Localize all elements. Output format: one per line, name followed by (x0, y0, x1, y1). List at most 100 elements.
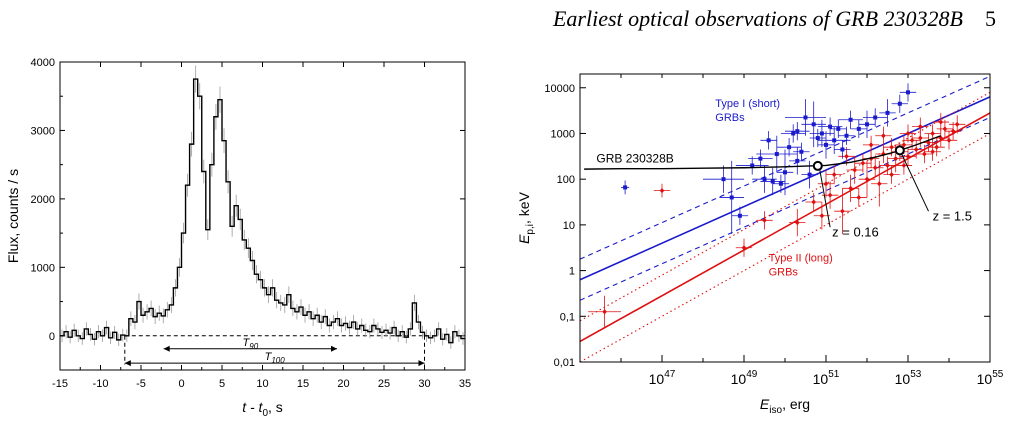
type2-point (950, 128, 956, 134)
type2-point (930, 149, 935, 155)
type1-point (873, 115, 878, 120)
grb-redshift-marker (894, 145, 905, 156)
x-tick-label: 20 (337, 378, 349, 390)
t90-label: T90 (243, 337, 259, 351)
x-tick-base: 10 (813, 371, 829, 387)
type2-point (848, 185, 853, 191)
y-tick-label: 3000 (31, 125, 55, 137)
y-tick-label: 1000 (551, 128, 575, 140)
type1-point (799, 149, 804, 154)
type1-point (729, 195, 734, 200)
type1-point (791, 131, 796, 136)
t100-label-sub: 100 (271, 356, 285, 365)
y-axis-label: Ep,i, keV (516, 191, 536, 243)
type2-point (942, 126, 948, 132)
type1-point (836, 126, 841, 131)
type2-point (819, 213, 825, 219)
x-axis-label-unit: , s (268, 399, 283, 415)
z016-label: z = 0.16 (832, 224, 879, 239)
running-head: Earliest optical observations of GRB 230… (553, 6, 996, 32)
x-axis-label-unit: , erg (782, 396, 810, 412)
type1-point (766, 138, 771, 143)
x-tick-label: -10 (93, 378, 109, 390)
type2-point (881, 133, 886, 139)
x-tick-label: 1055 (977, 369, 1004, 387)
grb-name-label: GRB 230328B (596, 152, 673, 166)
type1-point (848, 117, 853, 122)
type2-point (938, 119, 944, 125)
type2-label-line1: Type II (long) (769, 252, 833, 264)
type1-point (737, 213, 742, 218)
x-axis-label-sub: 0 (262, 408, 268, 419)
type1-fit-band (580, 116, 990, 301)
y-tick-label: 100 (557, 174, 575, 186)
y-tick-label: 0,1 (560, 311, 575, 323)
type1-point (774, 152, 779, 157)
type1-point (906, 90, 910, 95)
type1-point (778, 181, 783, 186)
x-tick-base: 10 (649, 371, 665, 387)
x-tick-label: -15 (52, 378, 68, 390)
x-tick-exp: 51 (828, 369, 840, 380)
type2-point (659, 187, 665, 194)
type1-point (783, 170, 787, 175)
type2-point (795, 219, 800, 226)
type1-label-line1: Type I (short) (715, 98, 780, 110)
type1-point (750, 163, 755, 168)
z15-label: z = 1.5 (933, 208, 972, 223)
type1-point (844, 133, 849, 138)
y-axis-label-main: E (516, 234, 532, 244)
type1-point (840, 147, 845, 152)
plot-frame (59, 61, 466, 371)
type1-point (803, 115, 808, 120)
type1-fit-band (580, 75, 990, 260)
type1-point (819, 131, 824, 136)
x-axis-label-main: t - t (242, 399, 263, 415)
type2-point (905, 130, 911, 137)
type2-point (954, 121, 960, 127)
running-title: Earliest optical observations of GRB 230… (552, 6, 963, 31)
type1-label-line2: GRBs (715, 112, 745, 124)
y-axis-label: Flux, counts / s (5, 169, 21, 263)
type2-fit-band (580, 132, 990, 362)
type2-point (823, 181, 829, 187)
t90-label-sub: 90 (249, 342, 258, 351)
x-tick-label: 0 (178, 378, 184, 390)
type1-point (795, 129, 800, 134)
type2-point (877, 181, 882, 187)
type1-point (865, 122, 869, 127)
x-axis-label: t - t0, s (242, 399, 283, 419)
y-tick-label: 10 (563, 220, 575, 232)
y-tick-label: 4000 (31, 57, 55, 69)
grb-redshift-marker (812, 160, 823, 171)
t100-label-main: T (265, 351, 273, 363)
page-number: 5 (985, 6, 996, 31)
type2-point (901, 162, 907, 169)
type2-point (946, 137, 952, 143)
type1-point (623, 185, 628, 190)
y-tick-label: 1000 (31, 262, 55, 274)
x-tick-label: -5 (136, 378, 146, 390)
x-tick-label: 10 (256, 378, 268, 390)
amati-relation-chart: 1047 1049 1051 1053 10550,010,11101001000100… (516, 73, 1004, 416)
plot-area (580, 75, 990, 362)
type2-point (930, 130, 935, 137)
y-axis-label-unit: , keV (516, 191, 532, 224)
type1-point (762, 177, 767, 182)
type2-point (860, 160, 866, 166)
light-curve-series (60, 78, 465, 344)
y-axis-label-sub: p,i (525, 224, 536, 235)
type2-point (918, 124, 923, 130)
y-tick-label: 0,01 (554, 357, 575, 369)
type2-point (922, 151, 927, 157)
type1-point (795, 158, 800, 163)
type2-fit-line (580, 112, 990, 343)
x-tick-base: 10 (731, 371, 747, 387)
t90-label-main: T (243, 337, 251, 349)
type2-point (811, 199, 816, 205)
t100-arrowhead (124, 360, 131, 367)
z15-pointer (901, 154, 929, 212)
type2-point (827, 192, 833, 198)
type2-point (889, 172, 894, 178)
x-tick-label: 15 (297, 378, 309, 390)
